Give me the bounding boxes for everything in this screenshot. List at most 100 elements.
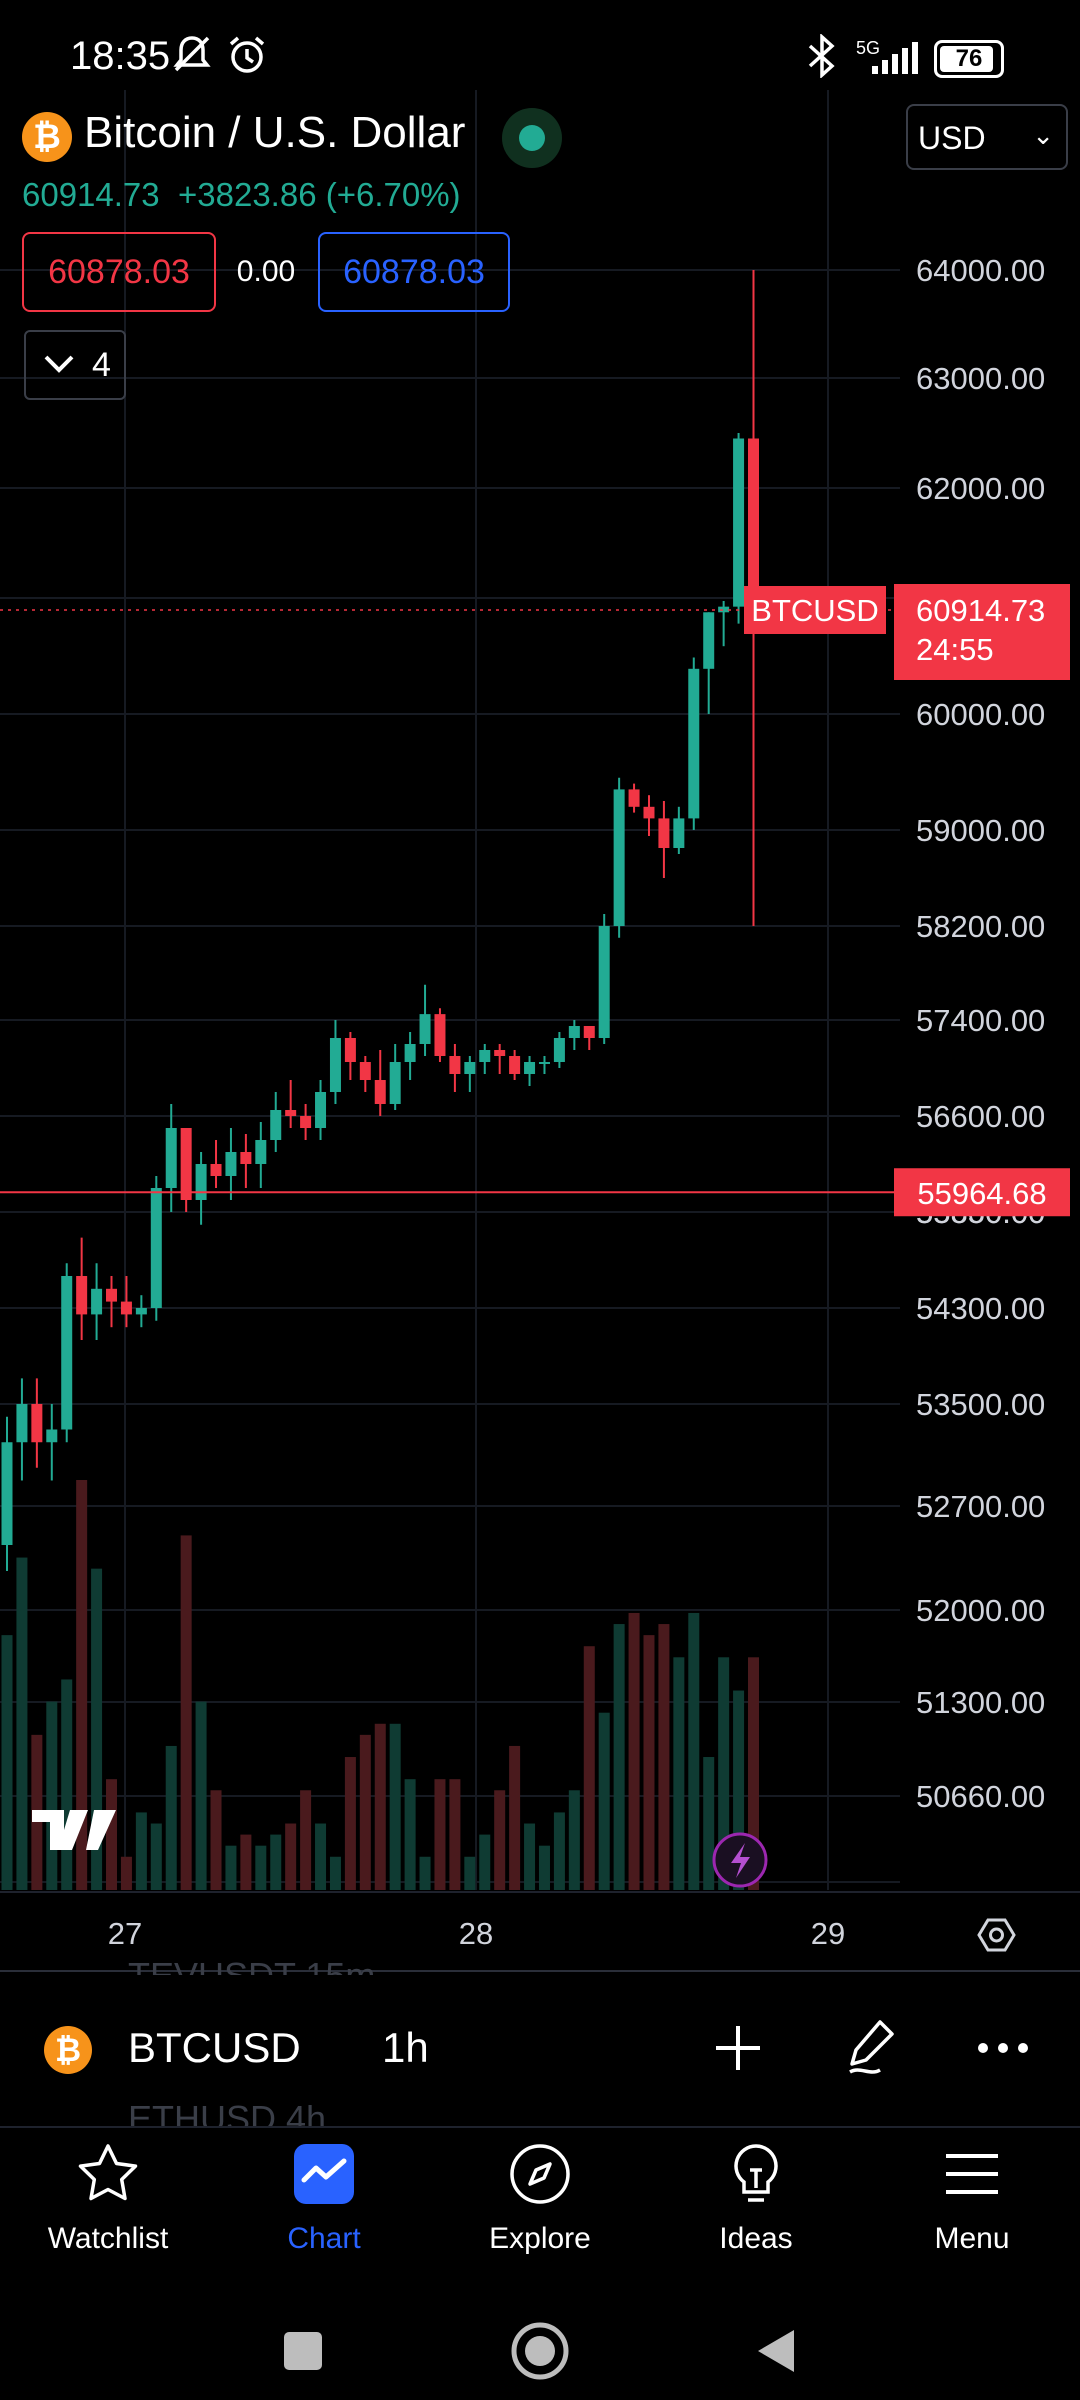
candle-body[interactable] <box>300 1116 312 1128</box>
candle-body[interactable] <box>628 789 640 807</box>
candle-body[interactable] <box>61 1276 73 1430</box>
nav-watchlist[interactable]: Watchlist <box>8 2140 208 2270</box>
y-tick-label: 53500.00 <box>916 1387 1045 1422</box>
candle-body[interactable] <box>285 1110 297 1116</box>
candle-body[interactable] <box>703 612 715 669</box>
candle-body[interactable] <box>449 1056 461 1074</box>
candle-body[interactable] <box>240 1152 252 1164</box>
symbol-picker[interactable]: BTCUSD <box>128 2024 301 2071</box>
volume-bar <box>688 1612 700 1890</box>
candle-body[interactable] <box>598 926 610 1038</box>
volume-bar <box>538 1845 550 1890</box>
symbol-badge <box>744 586 886 634</box>
candle-body[interactable] <box>195 1164 207 1200</box>
volume-bar <box>613 1624 625 1890</box>
volume-bar <box>464 1856 476 1890</box>
volume-bar <box>748 1657 759 1890</box>
chevron-down-icon <box>42 346 76 389</box>
recents-icon[interactable] <box>284 2332 322 2370</box>
volume-bar <box>479 1834 491 1890</box>
candle-body[interactable] <box>538 1062 550 1064</box>
candle-body[interactable] <box>120 1301 132 1315</box>
candle-body[interactable] <box>464 1062 476 1074</box>
buy-button[interactable]: 60878.03 <box>318 232 510 312</box>
candle-body[interactable] <box>180 1128 192 1200</box>
x-tick-label: 28 <box>459 1916 493 1951</box>
candle-body[interactable] <box>583 1026 595 1038</box>
indicators-toggle-button[interactable]: 4 <box>24 330 126 400</box>
price-chart[interactable]: 64000.00 63000.00 62000.00 60000.00 59000.00… <box>0 0 1080 1960</box>
candle-body[interactable] <box>748 438 759 611</box>
candle-body[interactable] <box>315 1092 327 1128</box>
candle-body[interactable] <box>509 1056 521 1074</box>
nav-ideas[interactable]: Ideas <box>656 2140 856 2270</box>
chart-icon <box>294 2144 354 2204</box>
network-type: 5G <box>856 38 881 58</box>
candle-body[interactable] <box>568 1026 580 1038</box>
symbol-title[interactable]: Bitcoin / U.S. Dollar <box>84 108 466 157</box>
volume-bar <box>285 1823 297 1890</box>
candle-body[interactable] <box>643 806 655 819</box>
candle-body[interactable] <box>31 1404 43 1443</box>
candle-body[interactable] <box>718 606 730 613</box>
candle-body[interactable] <box>270 1110 282 1140</box>
currency-select[interactable]: USD ⌄ <box>906 104 1068 170</box>
candle-body[interactable] <box>329 1038 341 1092</box>
candle-body[interactable] <box>553 1038 565 1062</box>
candle-body[interactable] <box>210 1164 222 1176</box>
candle-body[interactable] <box>374 1080 386 1104</box>
more-icon[interactable] <box>976 2040 1030 2061</box>
candle-body[interactable] <box>673 818 685 848</box>
candle-body[interactable] <box>344 1038 356 1062</box>
candle-body[interactable] <box>404 1044 416 1062</box>
spread-value: 0.00 <box>236 255 296 288</box>
volume-bar <box>225 1845 237 1890</box>
nav-explore[interactable]: Explore <box>440 2140 640 2270</box>
back-icon[interactable] <box>758 2330 794 2372</box>
lightbulb-icon <box>734 2144 778 2202</box>
volume-bar <box>150 1823 162 1890</box>
system-navigation-bar <box>284 2322 794 2380</box>
candle-body[interactable] <box>106 1288 118 1302</box>
candle-body[interactable] <box>46 1429 58 1443</box>
chart-settings-icon[interactable] <box>977 1918 1016 1952</box>
candle-body[interactable] <box>150 1188 162 1308</box>
volume-bar <box>389 1723 401 1890</box>
candle-body[interactable] <box>658 818 670 848</box>
sell-button[interactable]: 60878.03 <box>22 232 216 312</box>
candle-body[interactable] <box>255 1140 267 1164</box>
candle-body[interactable] <box>419 1014 431 1044</box>
candle-body[interactable] <box>135 1308 147 1315</box>
plus-icon[interactable] <box>712 2022 764 2079</box>
nav-menu[interactable]: Menu <box>872 2140 1072 2270</box>
interval-picker[interactable]: 1h <box>382 2024 429 2071</box>
candle-body[interactable] <box>76 1276 88 1315</box>
candle-body[interactable] <box>1 1442 13 1545</box>
volume-bar <box>524 1823 536 1890</box>
candle-body[interactable] <box>434 1014 446 1056</box>
volume-bar <box>240 1834 252 1890</box>
candle-body[interactable] <box>389 1062 401 1104</box>
candle-body[interactable] <box>225 1152 237 1176</box>
candle-body[interactable] <box>359 1062 371 1080</box>
volume-bar <box>180 1535 192 1890</box>
pencil-icon[interactable] <box>842 2016 902 2083</box>
home-icon[interactable] <box>511 2322 569 2380</box>
candle-body[interactable] <box>165 1128 177 1188</box>
candle-body[interactable] <box>688 668 700 819</box>
candle-body[interactable] <box>733 438 745 607</box>
volume-bar <box>449 1779 461 1890</box>
candle-body[interactable] <box>494 1050 506 1056</box>
candle-body[interactable] <box>91 1288 103 1315</box>
y-tick-label: 60000.00 <box>916 697 1045 732</box>
nav-chart[interactable]: Chart <box>224 2140 424 2270</box>
nav-label: Menu <box>934 2222 1010 2255</box>
volume-bar <box>61 1679 73 1890</box>
volume-bar <box>91 1568 103 1890</box>
candle-body[interactable] <box>613 789 625 926</box>
candle-body[interactable] <box>16 1404 28 1443</box>
candle-body[interactable] <box>524 1062 536 1074</box>
candle-body[interactable] <box>479 1050 491 1062</box>
volume-bar <box>1 1635 13 1890</box>
market-open-icon[interactable] <box>519 125 545 151</box>
